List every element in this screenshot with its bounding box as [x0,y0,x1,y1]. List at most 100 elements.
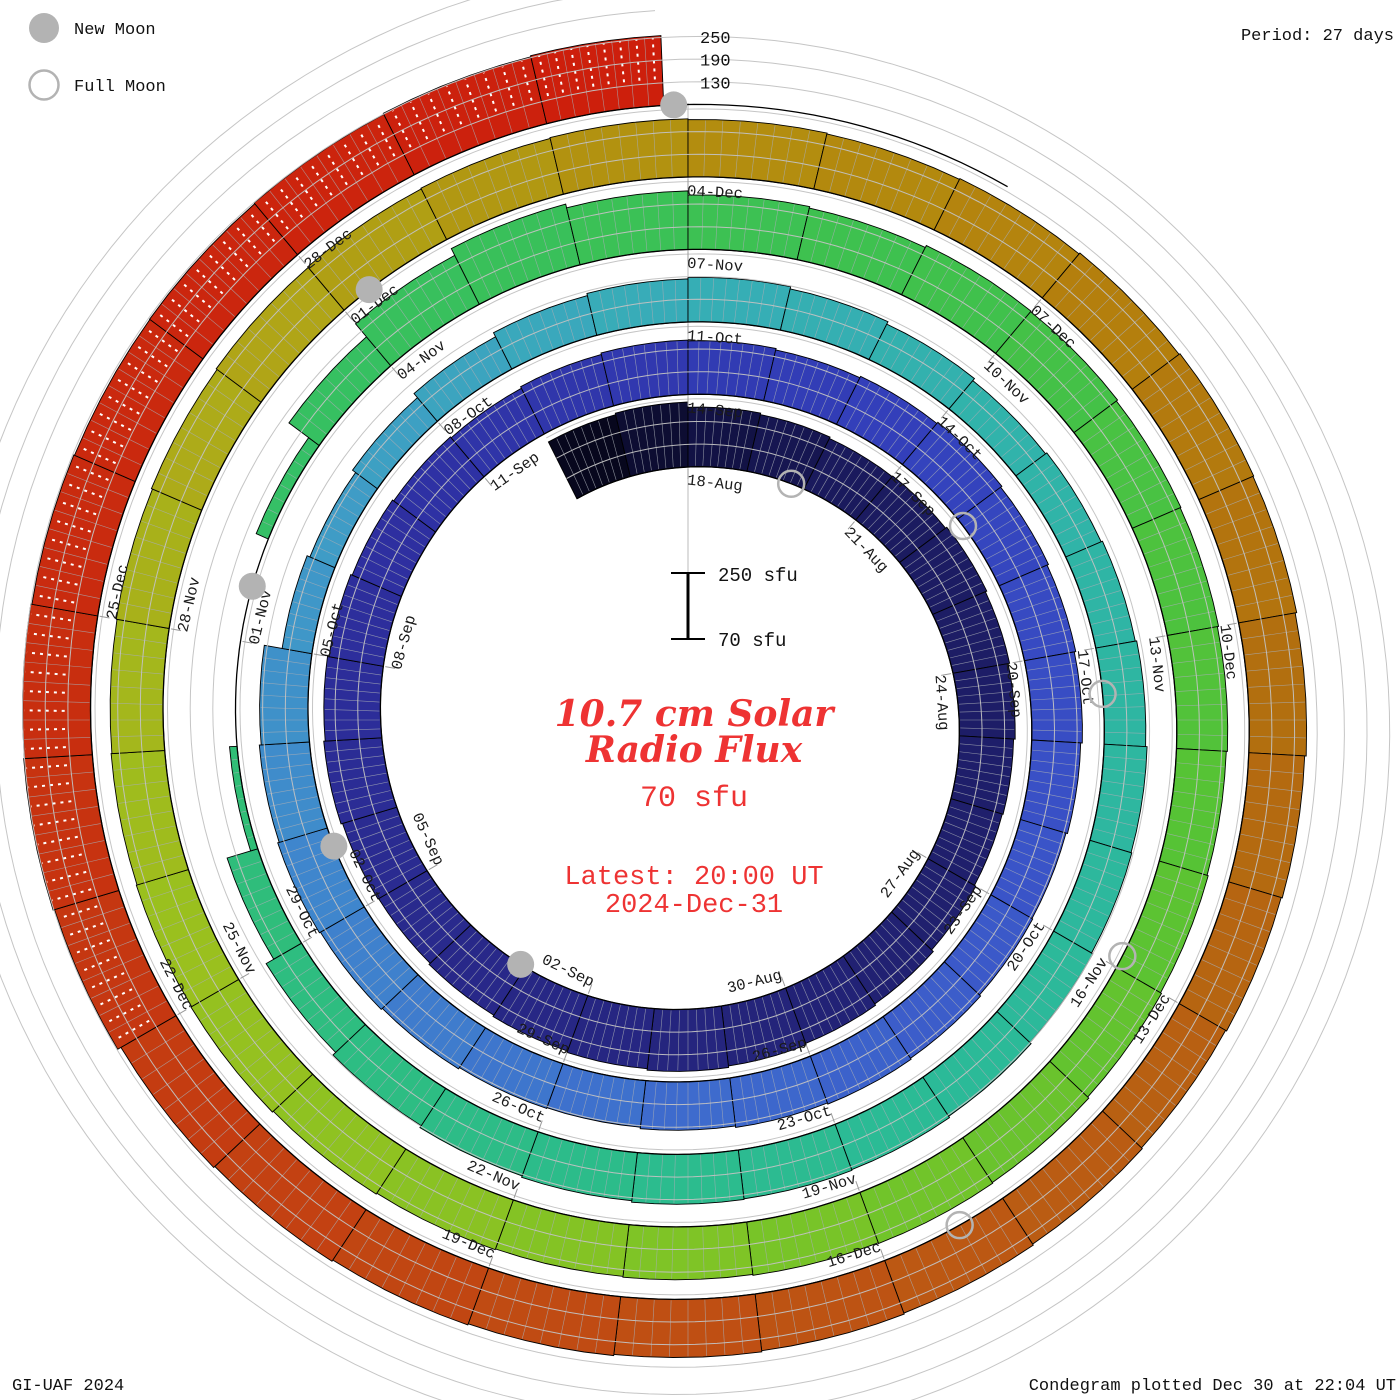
subday-separator [546,52,562,120]
subday-separator [516,322,533,359]
subday-separator [1103,768,1145,774]
subday-separator [478,235,504,292]
subday-separator [957,946,994,977]
subday-separator [970,929,1008,959]
overflow-hatch-tick [570,48,580,90]
date-tick [1042,924,1053,931]
subday-separator [636,1008,646,1067]
subday-separator [297,1095,334,1134]
subday-separator [832,1203,848,1253]
subday-separator [751,123,759,179]
subday-separator [822,970,851,1021]
subday-separator [728,197,735,250]
subday-separator [450,1263,473,1318]
date-tick [385,666,396,669]
subday-separator [624,411,638,474]
subday-separator [434,1178,458,1225]
subday-separator [334,925,376,953]
subday-separator [981,912,1021,939]
subday-separator [701,195,704,249]
subday-separator [729,1005,739,1064]
overflow-hatch-tick [134,343,168,368]
subday-separator [360,460,384,480]
subday-separator [837,461,870,507]
overflow-hatch-tick [52,518,91,533]
subday-separator [603,1150,613,1197]
subday-separator [127,569,178,584]
subday-separator [952,653,1007,666]
subday-separator [128,840,179,853]
subday-separator [452,173,475,225]
subday-separator [651,406,659,470]
subday-separator [330,772,387,784]
subday-separator [876,235,898,283]
subday-separator [526,1209,542,1258]
subday-separator [660,405,667,468]
subday-separator [316,389,344,414]
subday-separator [717,409,725,467]
latest-time-label: Latest: 20:00 UT [564,863,823,893]
subday-separator [287,624,315,632]
subday-separator [869,1109,890,1153]
full-moon-marker [1088,679,1117,709]
subday-separator [232,861,262,872]
date-label: 18-Aug [686,471,743,495]
subday-separator [142,883,193,902]
subday-separator [1102,992,1145,1021]
subday-separator [301,449,312,457]
subday-separator [464,1190,486,1238]
subday-separator [675,1082,678,1130]
moon-legend: New Moon Full Moon [28,13,166,101]
overflow-hatch-tick [26,764,68,770]
subday-separator [254,909,282,923]
subday-separator [829,138,845,192]
subday-separator [578,46,591,114]
subday-separator [635,123,641,180]
subday-separator [363,847,414,872]
subday-separator [659,1155,663,1203]
subday-separator [1094,628,1132,637]
subday-separator [874,1023,902,1066]
date-tick [313,653,324,657]
subday-separator [651,1082,657,1129]
subday-separator [400,989,434,1025]
subday-separator [1104,706,1145,709]
subday-separator [113,652,165,660]
subday-separator [671,1227,674,1279]
subday-separator [719,1080,724,1127]
subday-separator [507,223,529,281]
subday-separator [581,205,594,261]
date-tick [563,1052,568,1063]
overflow-hatch-tick [37,835,78,846]
subday-separator [890,514,933,551]
overflow-hatch-tick [104,393,140,415]
subday-separator [945,626,999,644]
subday-separator [959,751,1012,759]
subday-separator [900,1255,921,1306]
subday-separator [702,408,707,466]
subday-separator [530,382,553,429]
subday-separator [407,484,446,517]
subday-separator [964,938,1001,968]
subday-separator [1086,1016,1128,1047]
subday-separator [1206,492,1260,515]
subday-separator [649,282,654,324]
subday-separator [790,430,813,483]
subday-separator [698,1082,701,1129]
subday-separator [175,953,223,978]
subday-separator [91,419,149,450]
subday-separator [1130,941,1175,965]
subday-separator [742,198,750,251]
subday-separator [626,1007,638,1066]
subday-separator [335,367,362,394]
subday-separator [468,166,490,219]
subday-separator [1156,874,1203,891]
subday-separator [381,1235,411,1288]
subday-separator [465,242,492,298]
subday-separator [535,1136,551,1181]
subday-separator [271,1170,311,1217]
subday-separator [535,1061,553,1104]
subday-separator [606,1224,615,1274]
subday-separator [1163,847,1211,861]
